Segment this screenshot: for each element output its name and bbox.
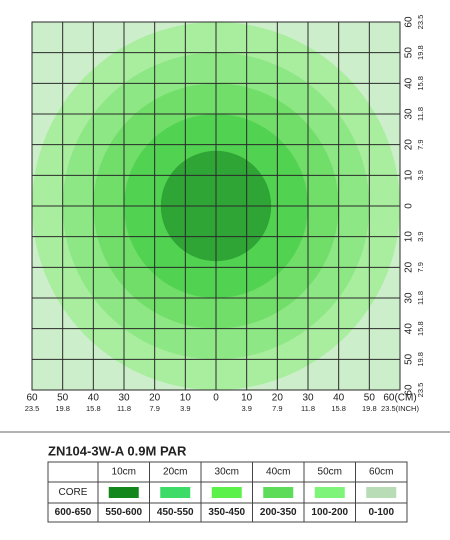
table-value: 350-450 <box>208 507 245 518</box>
y-tick-inch-label: 19.8 <box>416 45 425 60</box>
swatch <box>314 487 345 498</box>
table-row-label: CORE <box>59 487 88 498</box>
x-tick-label: 20 <box>149 393 161 404</box>
y-tick-inch-label: 3.9 <box>416 170 425 180</box>
y-tick-label: 10 <box>404 169 415 181</box>
x-tick-label: 10 <box>241 393 253 404</box>
y-tick-inch-label: 11.8 <box>416 291 425 305</box>
x-tick-label: 40 <box>88 393 100 404</box>
table-header: 50cm <box>318 467 342 478</box>
swatch <box>108 487 139 498</box>
y-tick-label: 50 <box>404 47 415 59</box>
x-tick-label: 30 <box>302 393 314 404</box>
x-tick-label: 50 <box>364 393 376 404</box>
table-value: 0-100 <box>368 507 394 518</box>
swatch <box>160 487 191 498</box>
table-value: 550-600 <box>105 507 142 518</box>
y-tick-label: 10 <box>404 231 415 243</box>
y-tick-label: 30 <box>404 292 415 304</box>
x-tick-inch-label: 11.8 <box>117 404 131 413</box>
y-tick-inch-label: 11.8 <box>416 107 425 121</box>
table-value: 100-200 <box>311 507 348 518</box>
x-tick-label: 50 <box>57 393 69 404</box>
x-tick-inch-label: 7.9 <box>272 404 282 413</box>
y-tick-label: 20 <box>404 139 415 151</box>
x-tick-inch-label: 19.8 <box>55 404 70 413</box>
x-tick-inch-label: 7.9 <box>149 404 159 413</box>
swatch <box>211 487 242 498</box>
x-tick-label: 60(CM) <box>383 393 416 404</box>
x-tick-inch-label: 3.9 <box>180 404 190 413</box>
x-tick-label: 30 <box>118 393 130 404</box>
x-tick-inch-label: 23.5(INCH) <box>381 404 419 413</box>
y-tick-inch-label: 3.9 <box>416 231 425 241</box>
plot-frame <box>31 21 401 391</box>
table-frame <box>47 461 408 523</box>
x-tick-inch-label: 3.9 <box>241 404 251 413</box>
table-value: 450-550 <box>157 507 194 518</box>
table-title: ZN104-3W-A 0.9M PAR <box>48 443 187 458</box>
swatch <box>366 487 397 498</box>
table-header: 20cm <box>163 467 187 478</box>
x-tick-inch-label: 11.8 <box>301 404 315 413</box>
x-tick-inch-label: 15.8 <box>331 404 346 413</box>
y-tick-inch-label: 7.9 <box>416 262 425 272</box>
y-tick-label: 60 <box>404 384 415 396</box>
y-tick-label: 40 <box>404 77 415 89</box>
y-tick-label: 60 <box>404 16 415 28</box>
x-tick-inch-label: 23.5 <box>25 404 40 413</box>
y-tick-label: 50 <box>404 353 415 365</box>
swatch <box>263 487 294 498</box>
x-tick-inch-label: 19.8 <box>362 404 377 413</box>
table-value: 600-650 <box>55 507 92 518</box>
table-header: 60cm <box>369 467 393 478</box>
y-tick-label: 20 <box>404 261 415 273</box>
y-tick-label: 40 <box>404 323 415 335</box>
x-tick-label: 40 <box>333 393 345 404</box>
x-tick-inch-label: 15.8 <box>86 404 101 413</box>
x-tick-label: 60 <box>26 393 38 404</box>
table-value: 200-350 <box>260 507 297 518</box>
y-tick-inch-label: 23.5 <box>416 15 425 30</box>
y-tick-inch-label: 19.8 <box>416 352 425 367</box>
y-tick-inch-label: 23.5 <box>416 383 425 398</box>
y-tick-inch-label: 7.9 <box>416 139 425 149</box>
y-tick-label: 30 <box>404 108 415 120</box>
y-tick-inch-label: 15.8 <box>416 321 425 336</box>
x-tick-label: 10 <box>180 393 192 404</box>
table-header: 40cm <box>266 467 290 478</box>
table-header: 10cm <box>112 467 136 478</box>
y-tick-label: 0 <box>404 203 415 209</box>
y-tick-inch-label: 15.8 <box>416 76 425 91</box>
x-tick-label: 0 <box>213 393 219 404</box>
x-tick-label: 20 <box>272 393 284 404</box>
table-header: 30cm <box>215 467 239 478</box>
